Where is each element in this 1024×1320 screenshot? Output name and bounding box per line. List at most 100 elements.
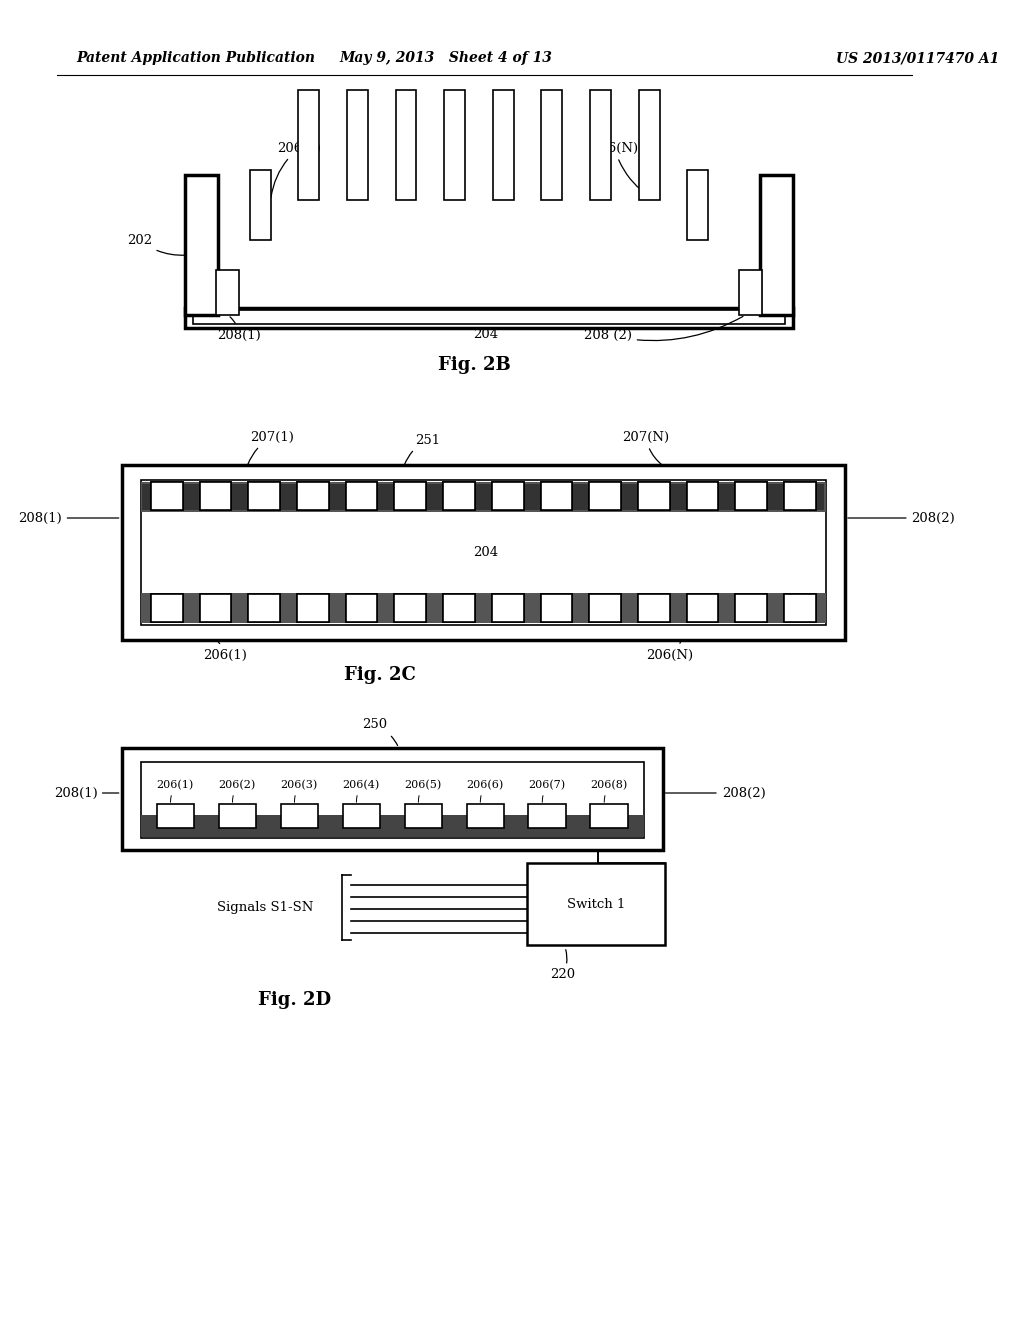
Bar [151,594,182,622]
Text: 206(3): 206(3) [281,780,317,803]
Bar [493,90,514,201]
Bar [346,594,378,622]
Bar [589,594,621,622]
Bar [541,482,572,510]
Bar [394,594,426,622]
Bar [760,176,793,315]
Bar [200,482,231,510]
Bar [738,271,762,315]
Bar [638,482,670,510]
Text: 202: 202 [127,234,185,255]
Text: 206(5): 206(5) [404,780,441,803]
Bar [200,594,231,622]
Text: 204: 204 [474,546,499,560]
Text: 206(1): 206(1) [157,780,194,803]
Bar [638,594,670,622]
Text: 206(1): 206(1) [271,141,322,197]
Bar [639,90,659,201]
Bar [200,594,231,622]
Bar [638,482,670,510]
Bar [395,90,417,201]
Bar [216,271,240,315]
Text: 208(1): 208(1) [18,511,119,524]
Bar [346,482,378,510]
Text: 206(6): 206(6) [467,780,504,803]
Bar [541,594,572,622]
Text: 220: 220 [551,949,575,982]
Bar [541,482,572,510]
Bar [687,482,718,510]
Bar [404,804,441,828]
Text: 208(2): 208(2) [848,511,955,524]
Bar [297,594,329,622]
Text: 206(8): 206(8) [591,780,628,803]
Bar [140,480,826,624]
Bar [687,482,718,510]
Bar [151,482,182,510]
Bar [394,482,426,510]
Bar [298,90,319,201]
Bar [467,804,504,828]
Bar [589,482,621,510]
Bar [297,482,329,510]
Bar [492,482,523,510]
Bar [394,482,426,510]
Bar [346,594,378,622]
Text: 206(N): 206(N) [591,141,653,198]
Bar [185,308,793,327]
Bar [443,594,475,622]
Bar [122,748,663,850]
Bar [343,804,380,828]
Bar [541,594,572,622]
Bar [638,594,670,622]
Bar [250,170,270,240]
Text: 208 (2): 208 (2) [584,317,743,342]
Text: Signals S1-SN: Signals S1-SN [217,900,313,913]
Text: Fig. 2C: Fig. 2C [344,667,416,684]
Bar [122,465,845,640]
Bar [281,804,317,828]
Bar [142,484,824,510]
Text: Fig. 2B: Fig. 2B [438,356,511,374]
Bar [784,482,816,510]
Bar [249,482,280,510]
Text: 206(4): 206(4) [343,780,380,803]
Bar [219,804,256,828]
Bar [297,594,329,622]
Bar [346,482,378,510]
Bar [249,482,280,510]
Text: 206(7): 206(7) [528,780,565,803]
Bar [151,482,182,510]
Bar [347,90,368,201]
Bar [200,482,231,510]
Bar [249,594,280,622]
Text: 207(1): 207(1) [248,430,295,465]
Bar [297,482,329,510]
Bar [784,482,816,510]
Bar [443,594,475,622]
Bar [151,594,182,622]
Bar [687,594,718,622]
Bar [528,804,565,828]
Bar [589,482,621,510]
Bar [784,594,816,622]
Text: 250: 250 [362,718,397,746]
Bar [140,482,826,512]
Bar [249,594,280,622]
Bar [492,594,523,622]
Bar [735,482,767,510]
Bar [492,482,523,510]
Bar [394,594,426,622]
Bar [193,310,785,323]
Text: 204: 204 [474,329,499,342]
Bar [735,594,767,622]
Bar [784,594,816,622]
Text: 208(2): 208(2) [666,787,765,800]
Bar [735,482,767,510]
Text: Switch 1: Switch 1 [566,898,625,911]
Text: 206(1): 206(1) [203,640,247,661]
Text: 206(2): 206(2) [219,780,256,803]
Text: May 9, 2013   Sheet 4 of 13: May 9, 2013 Sheet 4 of 13 [340,51,553,65]
Text: 208(1): 208(1) [217,317,261,342]
Bar [591,804,628,828]
